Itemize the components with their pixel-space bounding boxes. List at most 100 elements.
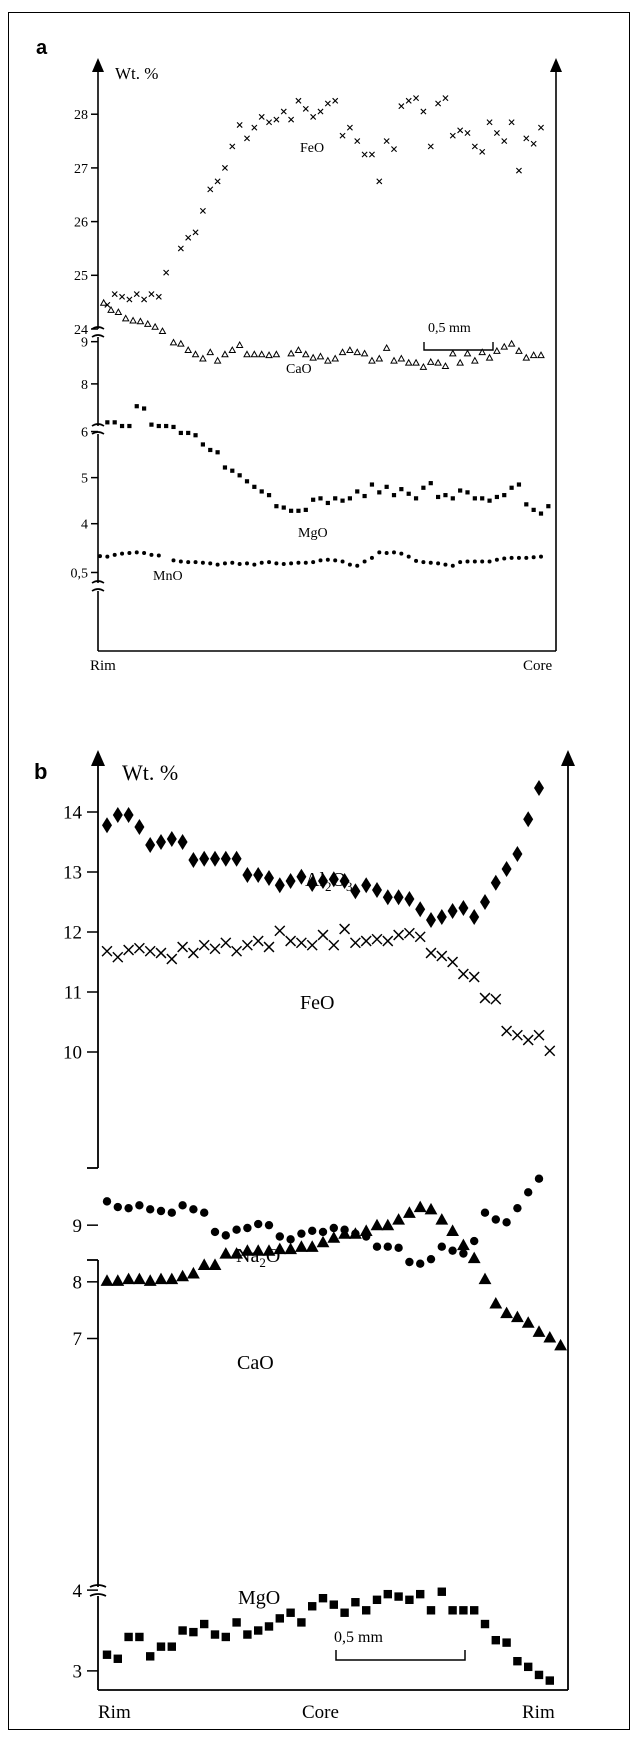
panel-b-na2o-point [200,1208,209,1217]
panel-a-cao-point [375,354,384,362]
panel-a-feo-point [361,151,368,158]
panel-a-mgo-point [119,423,125,429]
panel-a-scale-bar: 0,5 mm [423,321,494,351]
panel-b-al2o3-point [480,894,490,910]
panel-b-feo-point [479,992,491,1004]
panel-b-feo-point [306,939,318,951]
panel-b-mgo-point [167,1642,176,1651]
panel-a-mgo-point [237,473,242,478]
panel-a-mno-point [112,552,117,557]
panel-a-scale-label: 0,5 mm [428,321,471,336]
panel-a-mno-point [318,558,323,563]
panel-a-mno-point [539,554,543,559]
panel-b-al2o3-point [145,837,156,853]
panel-b-mgo-point [275,1614,284,1623]
panel-a-cao-point [346,346,354,354]
panel-b-al2o3-point [253,867,264,883]
panel-b-feo-point [425,947,437,959]
panel-b-feo-point [403,927,415,939]
panel-a-mgo-point [200,442,205,447]
panel-a-mno-point [186,560,191,565]
panel-b-cao-point [208,1258,222,1270]
panel-b-mgo-point [178,1626,187,1635]
panel-a-right-arrow [550,58,562,72]
panel-a-mgo-point [406,491,411,496]
panel-b-cao-point [370,1218,384,1231]
panel-b-al2o3-point [296,868,307,885]
panel-a-cao-point [129,316,137,324]
panel-b-cao-point [478,1272,492,1285]
panel-a-cao-point [191,350,200,358]
panel-a-mgo-point [142,406,147,411]
panel-a-mno-point [171,558,176,563]
panel-a-feo-point [376,178,383,185]
panel-b-cao-point [284,1242,297,1255]
panel-b-feo-point [144,945,156,957]
panel-b-feo-point [231,945,243,957]
panel-a-feo-point [280,108,287,115]
panel-a-mno-point [392,550,396,555]
panel-a-mgo-point [531,507,536,512]
panel-a-left-axis [91,68,105,651]
panel-a-feo-point [310,113,317,120]
panel-b-feo-point [349,937,361,949]
panel-a-core-label: Core [523,658,553,674]
panel-a-cao-point [316,352,325,360]
panel-b-na2o-point [524,1188,533,1197]
panel-a-tick-label: 0,5 [71,566,89,581]
panel-a-mgo-point [259,489,264,494]
panel-a-cao-point [206,348,215,356]
panel-b-feo-point [533,1029,545,1041]
panel-b-feo-point [155,947,167,959]
panel-b-al2o3-point [372,882,382,898]
panel-a-cao-point [301,350,310,358]
panel-b-mgo-point [351,1598,360,1607]
panel-b-na2o-point [416,1259,425,1268]
panel-a-feo-point [383,138,390,145]
panel-b-al2o3-point [274,877,285,894]
panel-b-mgo-point [416,1589,425,1599]
panel-a-cao-point [338,348,347,356]
panel-a-feo-point [295,97,302,104]
panel-b-na2o-point [329,1223,338,1233]
panel-b-cao-point [327,1231,341,1243]
panel-b-mgo-point [405,1595,414,1605]
panel-b-al2o3-point [393,889,404,906]
panel-b-na2o-point [189,1205,198,1214]
panel-b-al2o3-point [102,817,112,834]
panel-a-feo-point [236,121,243,128]
panel-a-cao-point [250,350,259,358]
panel-a-tick-label: 28 [74,108,88,123]
panel-b-feo-point [317,929,329,941]
panel-a-tick-label: 27 [74,162,88,177]
panel-b-cao-point [338,1227,351,1239]
panel-a-tick-label: 4 [81,518,88,533]
panel-a-mgo-point [186,430,191,436]
panel-a-cao-point [368,356,376,364]
panel-b-ticks: 10 11 12 13 14 7 8 9 3 4 [63,803,98,1683]
panel-b-cao-point [467,1251,481,1264]
panel-b-cao-point [273,1242,287,1255]
panel-a-mno-point [480,559,485,564]
panel-b-na2o-point [243,1223,252,1233]
panel-b-feo-point [339,923,351,935]
panel-a-cao-point [426,357,435,365]
panel-b-mgo-point [102,1650,112,1659]
panel-b-al2o3-point [177,834,188,850]
panel-b-mgo-point [513,1656,522,1666]
panel-b-cao-point [219,1247,233,1259]
panel-a-feo-point [133,291,140,298]
panel-a-feo-point [449,132,456,139]
panel-b-mgo-point [383,1589,392,1599]
panel-b-tick-label: 14 [63,803,83,824]
panel-b-cao-point [316,1235,330,1248]
panel-b-mgo-point [448,1606,457,1615]
panel-a-mgo-point [149,422,154,427]
panel-b-na2o-point [491,1215,500,1224]
panel-a-mno-point [281,561,286,566]
panel-b-na2o-point [480,1208,490,1217]
panel-a-mgo-point [281,505,286,510]
panel-b-feo-point [166,953,178,965]
panel-b-mgo-point [362,1606,371,1615]
panel-a-cao-point [529,351,538,359]
